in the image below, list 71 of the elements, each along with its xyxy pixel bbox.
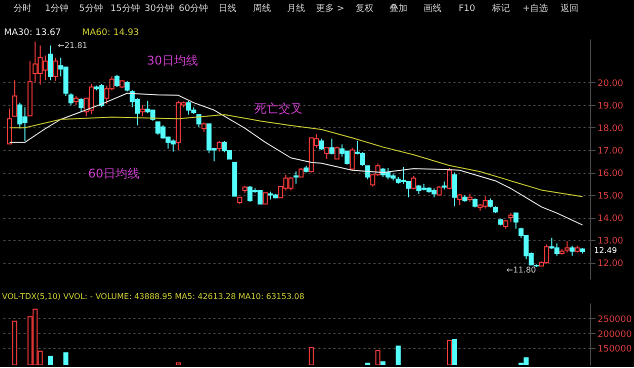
text: 返回 [560, 3, 578, 14]
candlestick [140, 104, 146, 117]
candlestick [365, 165, 370, 180]
candlestick [12, 80, 18, 117]
candlestick [216, 140, 222, 152]
y-tick-label: 20.00 [598, 78, 624, 89]
candlestick [411, 175, 416, 190]
y-tick-label: 14.00 [598, 214, 624, 224]
annotation: ←11.80 [506, 266, 536, 275]
candlestick [329, 138, 334, 155]
candlestick [436, 186, 442, 196]
text: MA30: 13.67 [4, 28, 62, 38]
candlestick [114, 74, 120, 88]
text: 标记 [491, 3, 510, 14]
y-tick-label: 17.00 [598, 146, 624, 156]
candlestick [294, 170, 298, 184]
text: 画线 [424, 3, 442, 14]
candlestick [457, 193, 462, 206]
y-tick-label: 250000 [598, 314, 632, 325]
candlestick [68, 92, 74, 106]
y-tick-label: 200000 [598, 330, 632, 340]
chart-title: VOL-TDX(5,10) VVOL: - VOLUME: 43888.95 MA5: 42613.28 MA10: 63153.08 [2, 292, 304, 301]
candlestick [201, 122, 206, 132]
candlestick [446, 168, 452, 190]
text: 周线 [252, 3, 271, 14]
candlestick [570, 245, 575, 256]
text: 日线 [218, 3, 237, 14]
candlestick [124, 80, 130, 92]
candlestick [324, 147, 330, 160]
annotation: 30日均线 [146, 54, 198, 68]
y-tick-label: 19.00 [598, 101, 624, 112]
text: F10 [458, 4, 476, 14]
y-tick-label: 16.00 [598, 169, 624, 180]
text: 12.49 [594, 246, 617, 256]
candlestick [262, 192, 268, 205]
text: 5分钟 [79, 3, 103, 14]
candlestick [196, 114, 202, 128]
text: 1分钟 [44, 3, 69, 14]
text: 更多 > [316, 3, 344, 14]
candlestick [472, 198, 478, 208]
text: +自选 [522, 3, 548, 14]
candlestick [53, 57, 58, 82]
y-tick-label: 12.00 [598, 259, 624, 270]
annotation: 60日均线 [88, 166, 140, 180]
candlestick [564, 240, 570, 253]
candlestick [488, 198, 493, 208]
candlestick [503, 219, 508, 230]
candlestick [452, 172, 458, 207]
text: 60分钟 [178, 3, 208, 14]
annotation: ←21.81 [58, 41, 88, 50]
candlestick [513, 212, 518, 230]
text: MA60: 14.93 [82, 28, 140, 38]
candlestick [78, 98, 84, 112]
y-tick-label: 150000 [598, 344, 632, 355]
candlestick [319, 138, 324, 150]
text: 复权 [355, 3, 374, 14]
text: 月线 [287, 3, 305, 14]
candlestick [74, 95, 79, 106]
text: 叠加 [390, 3, 408, 14]
annotation: 死亡交叉 [254, 102, 302, 116]
candlestick [48, 45, 53, 81]
text: 15分钟 [110, 3, 140, 14]
y-tick-label: 18.00 [598, 124, 624, 134]
candlestick [350, 147, 355, 171]
y-tick-label: 13.00 [598, 236, 624, 247]
candlestick [508, 212, 514, 223]
y-tick-label: 15.00 [598, 192, 624, 202]
text: 30分钟 [144, 3, 174, 14]
candlestick [298, 168, 304, 178]
text: 分时 [14, 3, 32, 14]
candlestick [334, 146, 340, 160]
